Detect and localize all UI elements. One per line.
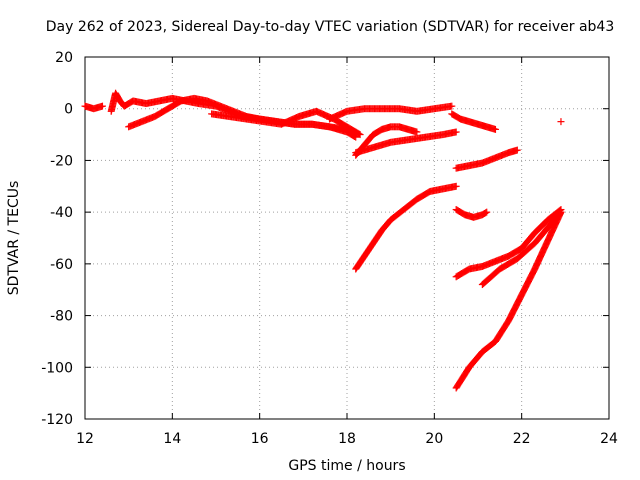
data-point bbox=[482, 209, 490, 217]
x-tick-label: 20 bbox=[425, 431, 443, 447]
y-tick-label: 0 bbox=[64, 102, 73, 118]
x-axis-label: GPS time / hours bbox=[288, 458, 405, 474]
x-tick-label: 14 bbox=[163, 431, 181, 447]
data-point bbox=[98, 102, 106, 110]
data-point bbox=[557, 208, 565, 216]
data-point bbox=[452, 128, 460, 136]
y-tick-label: -80 bbox=[50, 309, 73, 325]
y-tick-label: -100 bbox=[41, 360, 73, 376]
data-point bbox=[452, 182, 460, 190]
data-point bbox=[356, 131, 364, 139]
y-tick-label: -60 bbox=[50, 257, 73, 273]
x-tick-label: 18 bbox=[338, 431, 356, 447]
data-point bbox=[355, 130, 363, 138]
data-point bbox=[448, 102, 456, 110]
y-tick-labels: 20 0 -20 -40 -60 -80 -100 -120 bbox=[41, 50, 73, 428]
chart-title: Day 262 of 2023, Sidereal Day-to-day VTE… bbox=[46, 19, 615, 35]
data-point bbox=[491, 125, 499, 133]
data-point bbox=[413, 128, 421, 136]
y-tick-label: 20 bbox=[55, 50, 73, 66]
x-tick-labels: 12 14 16 18 20 22 24 bbox=[76, 431, 618, 447]
x-tick-label: 22 bbox=[513, 431, 531, 447]
data-point bbox=[483, 208, 491, 216]
grid-lines bbox=[85, 57, 609, 419]
x-tick-label: 16 bbox=[251, 431, 269, 447]
data-point bbox=[557, 118, 565, 126]
y-axis-label: SDTVAR / TECUs bbox=[6, 181, 22, 296]
data-point bbox=[513, 146, 521, 154]
y-tick-label: -40 bbox=[50, 205, 73, 221]
x-tick-label: 24 bbox=[600, 431, 618, 447]
x-tick-label: 12 bbox=[76, 431, 94, 447]
y-tick-label: -20 bbox=[50, 153, 73, 169]
data-points bbox=[81, 89, 565, 392]
y-tick-label: -120 bbox=[41, 412, 73, 428]
